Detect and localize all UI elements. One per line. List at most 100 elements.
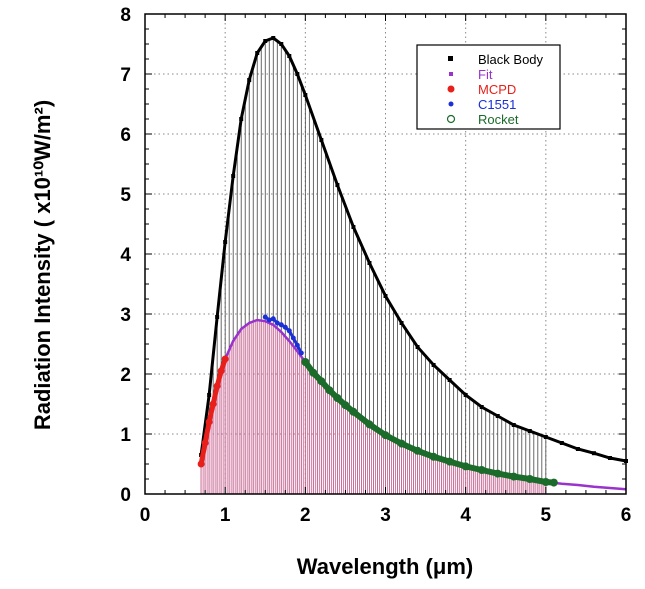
x-tick-label: 4 — [460, 505, 471, 526]
series-black-body-point — [255, 51, 260, 55]
series-rocket-point — [493, 469, 502, 478]
x-axis-title: Wavelength (μm) — [297, 554, 473, 579]
series-black-body-point — [271, 36, 276, 40]
x-tick-label: 1 — [220, 505, 231, 526]
series-rocket-point — [381, 431, 390, 440]
legend-marker — [449, 72, 453, 76]
series-black-body-point — [223, 240, 228, 244]
series-black-body-point — [383, 294, 388, 298]
series-black-body-point — [415, 345, 420, 349]
series-c1551-point — [290, 335, 296, 341]
y-tick-label: 4 — [120, 245, 131, 266]
series-black-body-point — [495, 414, 500, 418]
series-c1551-point — [270, 316, 276, 322]
y-tick-label: 2 — [120, 365, 131, 386]
y-tick-label: 0 — [120, 485, 131, 506]
y-tick-label: 3 — [120, 305, 131, 326]
series-layer — [197, 36, 628, 491]
series-rocket-point — [341, 401, 350, 410]
series-rocket-point — [413, 446, 422, 455]
series-c1551-point — [286, 328, 292, 334]
series-black-body-point — [575, 447, 580, 451]
series-black-body-point — [319, 138, 324, 142]
series-mcpd-point — [197, 460, 205, 468]
series-c1551-point — [278, 322, 284, 328]
legend-marker — [448, 101, 454, 107]
x-tick-label: 3 — [380, 505, 391, 526]
series-rocket-point — [477, 466, 486, 474]
series-rocket-point — [365, 420, 374, 429]
legend-box — [416, 44, 561, 130]
series-rocket-point — [445, 457, 454, 466]
series-black-body-point — [287, 54, 292, 58]
series-rocket-point — [333, 394, 342, 402]
series-black-body-point — [607, 456, 612, 460]
series-c1551-point — [266, 317, 272, 323]
series-black-body-point — [447, 378, 452, 382]
series-black-body-point — [479, 405, 484, 409]
series-black-body-point — [335, 183, 340, 187]
axis-ticks: 0 1 2 3 4 5 6 0 1 2 3 4 5 6 7 8 — [120, 5, 631, 526]
series-black-body-point — [303, 93, 308, 97]
series-c1551-point — [282, 324, 288, 330]
series-rocket-point — [429, 452, 438, 461]
series-black-body-point — [279, 42, 284, 46]
series-c1551-point — [274, 320, 280, 326]
series-rocket-point — [509, 472, 518, 481]
series-black-body-point — [591, 451, 596, 456]
series-black-body-point — [351, 225, 356, 229]
series-mcpd-point — [217, 367, 225, 375]
y-tick-label: 1 — [120, 425, 131, 446]
y-tick-label: 8 — [120, 5, 131, 26]
series-black-body-point — [295, 72, 300, 76]
legend-label: Rocket — [478, 112, 519, 127]
legend-marker — [446, 114, 456, 124]
x-tick-label: 6 — [621, 505, 632, 526]
series-c1551-point — [294, 342, 300, 348]
series-rocket-point — [301, 358, 310, 366]
series-black-body-point — [511, 423, 516, 427]
series-rocket-point — [309, 368, 318, 377]
y-tick-label: 7 — [120, 65, 131, 86]
series-black-body-point — [559, 441, 564, 445]
series-black-body-line — [199, 36, 627, 463]
series-rocket-point — [325, 386, 334, 395]
series-rocket-point — [541, 478, 550, 486]
x-tick-label: 0 — [140, 505, 151, 526]
series-mcpd-point — [209, 400, 217, 408]
series-black-body-point — [215, 315, 220, 319]
legend-label: Black Body — [478, 52, 544, 67]
x-tick-label: 5 — [541, 505, 552, 526]
series-rocket-point — [461, 462, 470, 471]
series-rocket-point — [349, 407, 358, 416]
series-mcpd-point — [213, 382, 221, 390]
series-c1551-point — [298, 350, 304, 356]
x-tick-label: 2 — [300, 505, 311, 526]
series-black-body-point — [207, 393, 212, 397]
series-black-body-point — [231, 174, 236, 178]
series-black-body-point — [463, 393, 468, 397]
series-mcpd-point — [205, 418, 213, 426]
series-black-body-point — [263, 39, 268, 43]
series-c1551-point — [262, 314, 268, 320]
series-black-body-point — [527, 429, 532, 433]
legend-label: Fit — [478, 67, 493, 82]
drop-lines — [200, 38, 547, 494]
series-mcpd-point — [201, 439, 209, 447]
series-rocket-point — [397, 439, 406, 448]
series-black-body-point — [543, 435, 548, 439]
series-black-body-point — [399, 321, 404, 325]
series-black-body-point — [367, 261, 372, 265]
y-tick-label: 6 — [120, 125, 131, 146]
series-black-body-point — [239, 117, 244, 121]
series-mcpd-point — [221, 355, 229, 363]
legend-label: MCPD — [478, 82, 516, 97]
legend-marker — [448, 56, 453, 61]
y-tick-label: 5 — [120, 185, 131, 206]
series-black-body-point — [247, 78, 252, 82]
series-black-body-point — [431, 363, 436, 367]
series-rocket-point — [525, 475, 534, 483]
legend-marker — [447, 85, 455, 93]
